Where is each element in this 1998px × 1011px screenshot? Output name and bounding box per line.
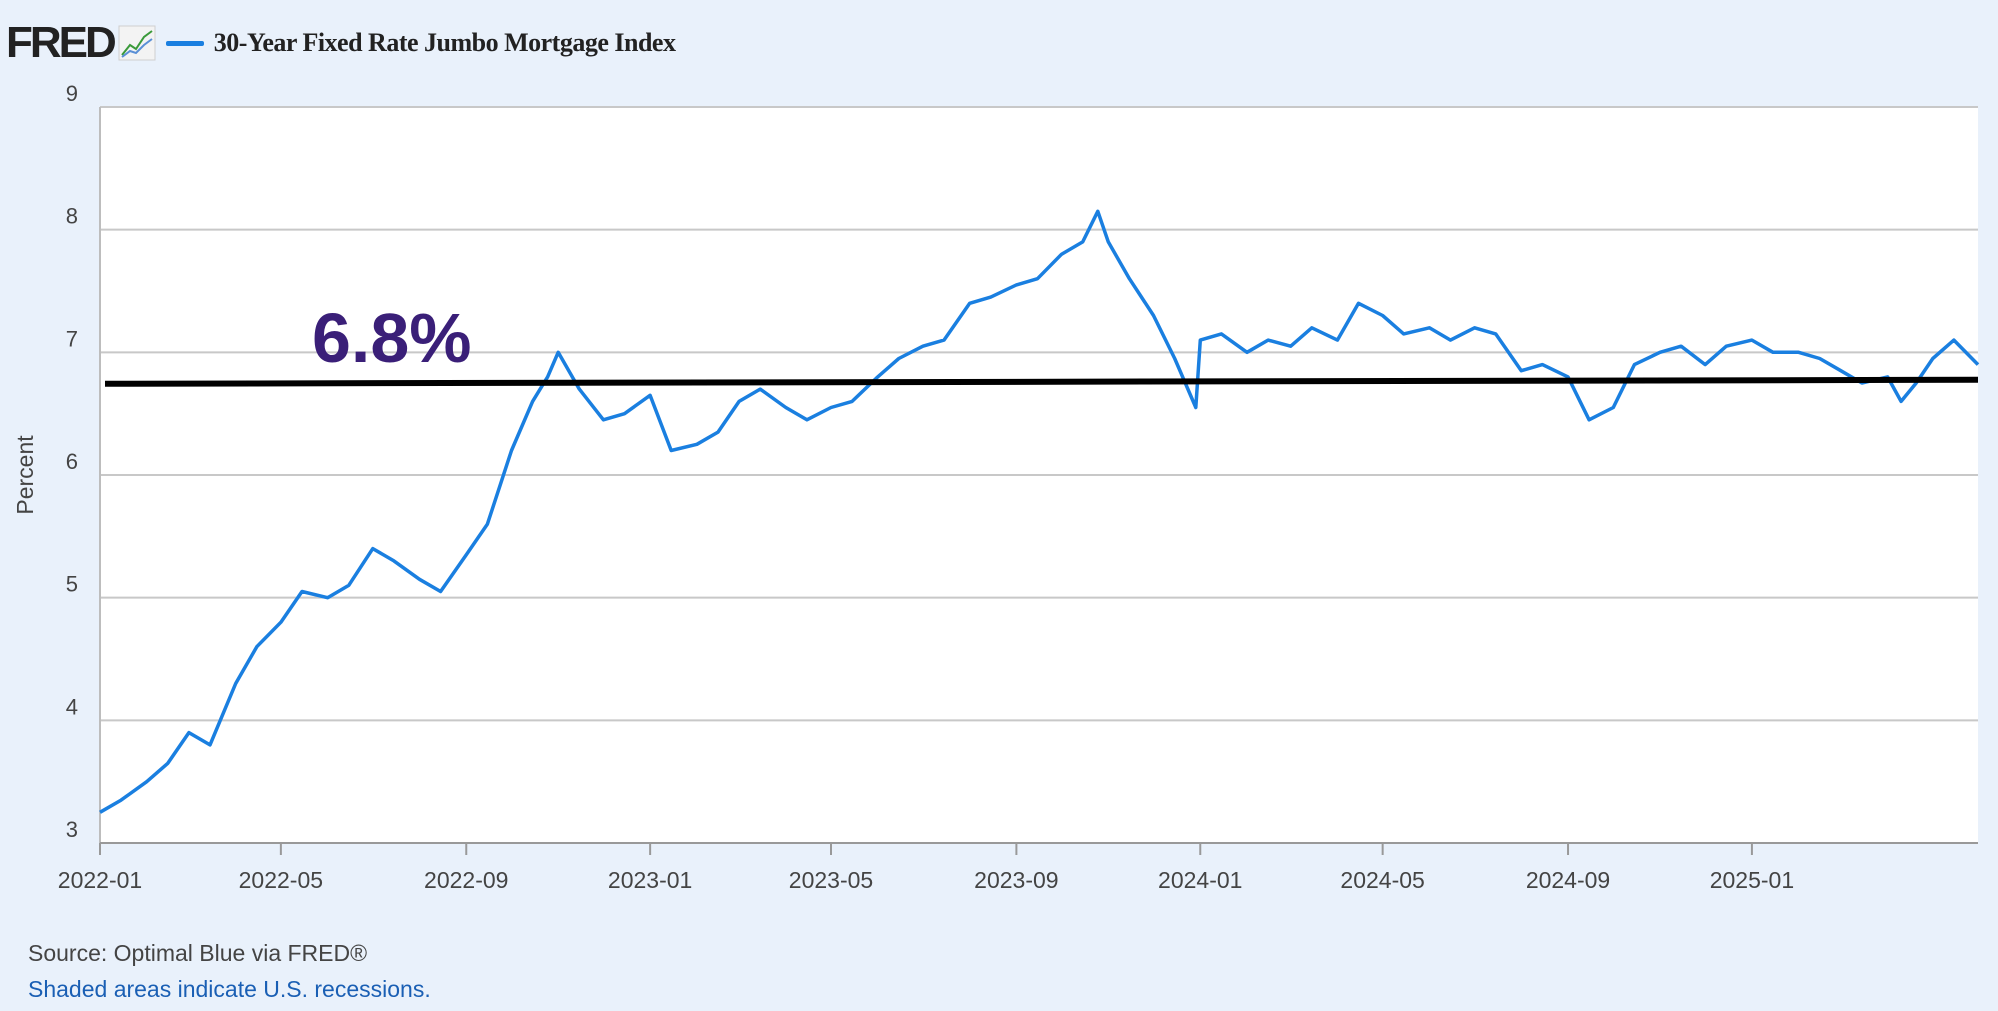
y-tick-label: 9	[66, 81, 78, 106]
x-tick-label: 2022-05	[239, 867, 323, 893]
source-note: Source: Optimal Blue via FRED®	[28, 940, 368, 966]
legend-swatch	[165, 40, 204, 46]
chart-graph-icon	[118, 25, 156, 61]
x-tick-label: 2022-01	[58, 867, 142, 893]
fred-logo[interactable]: FRED	[6, 18, 117, 67]
y-tick-label: 5	[66, 572, 78, 597]
y-tick-label: 8	[66, 204, 78, 229]
recession-note[interactable]: Shaded areas indicate U.S. recessions.	[28, 976, 431, 1002]
line-chart: 3 4 5 6 7 8 9 2022-01 2022-05 2022-09 2023-01 2023-…	[12, 81, 1980, 893]
y-tick-label: 7	[66, 326, 78, 351]
x-tick-label: 2023-09	[974, 867, 1058, 893]
y-axis-label: Percent	[12, 435, 38, 515]
x-tick-label: 2023-01	[608, 867, 692, 893]
y-tick-label: 4	[66, 694, 78, 719]
x-tick-label: 2023-05	[789, 867, 873, 893]
series-line-0	[99, 209, 1980, 814]
x-tick-label: 2024-05	[1340, 867, 1424, 893]
annotation-label: 6.8%	[312, 299, 472, 377]
x-tick-label: 2025-01	[1710, 867, 1794, 893]
reference-line	[104, 376, 1979, 387]
y-tick-label: 3	[66, 817, 78, 842]
x-tick-label: 2024-01	[1158, 867, 1242, 893]
chart-header: FRED 30-Year Fixed Rate Jumbo Mortgage I…	[6, 18, 676, 68]
y-tick-label: 6	[66, 449, 78, 474]
x-tick-label: 2022-09	[424, 867, 508, 893]
x-tick-label: 2024-09	[1526, 867, 1610, 893]
legend-label[interactable]: 30-Year Fixed Rate Jumbo Mortgage Index	[213, 28, 676, 57]
